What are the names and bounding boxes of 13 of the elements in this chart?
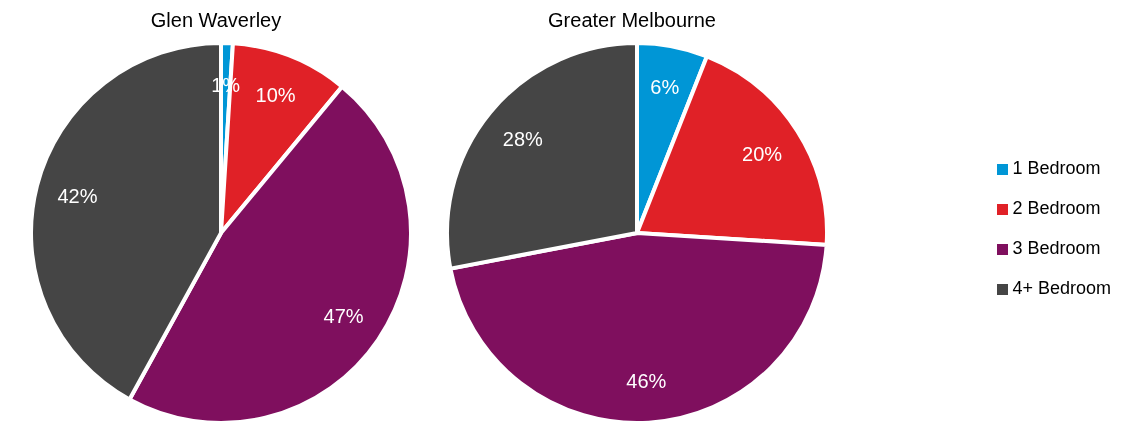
legend-label: 2 Bedroom — [1012, 198, 1101, 218]
legend-label: 3 Bedroom — [1012, 238, 1101, 258]
data-label: 10% — [255, 84, 296, 107]
data-label: 46% — [626, 369, 667, 392]
data-label: 28% — [502, 127, 544, 150]
legend-label: 4+ Bedroom — [1012, 278, 1111, 298]
data-label: 20% — [742, 142, 783, 165]
data-label: 42% — [57, 185, 98, 208]
legend-label: 1 Bedroom — [1012, 158, 1101, 178]
data-label: 6% — [650, 76, 680, 99]
data-label: 47% — [323, 305, 364, 328]
chart-title: Greater Melbourne — [547, 8, 717, 32]
chart-title: Glen Waverley — [149, 8, 283, 32]
